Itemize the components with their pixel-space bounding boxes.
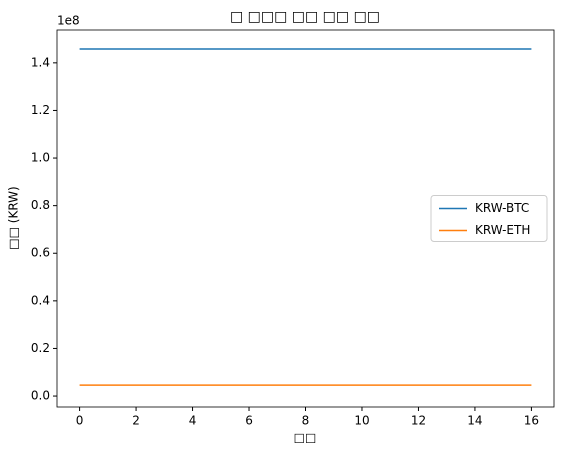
y-offset-label: 1e8 [57,14,80,28]
x-tick-label: 4 [189,414,197,428]
y-tick-label: 0.6 [31,246,50,260]
x-tick-label: 2 [132,414,140,428]
x-tick-label: 12 [411,414,426,428]
x-tick-label: 0 [76,414,84,428]
y-tick-label: 0.4 [31,293,50,307]
y-tick-label: 1.0 [31,151,50,165]
chart-title: □ □□□ □□ □□ □□ [230,9,380,25]
y-tick-label: 1.2 [31,103,50,117]
plot-frame [56,29,555,408]
x-tick-label: 8 [302,414,310,428]
x-axis-label: □□ [294,431,317,445]
y-axis-label: □□ (KRW) [7,186,21,249]
legend-label: KRW-ETH [475,223,530,237]
x-tick-label: 16 [524,414,539,428]
y-tick-label: 0.0 [31,389,50,403]
x-tick-label: 10 [354,414,369,428]
x-tick-label: 14 [467,414,482,428]
x-tick-label: 6 [245,414,253,428]
y-tick-label: 1.4 [31,55,50,69]
y-tick-label: 0.2 [31,341,50,355]
y-tick-label: 0.8 [31,198,50,212]
legend-label: KRW-BTC [475,201,529,215]
